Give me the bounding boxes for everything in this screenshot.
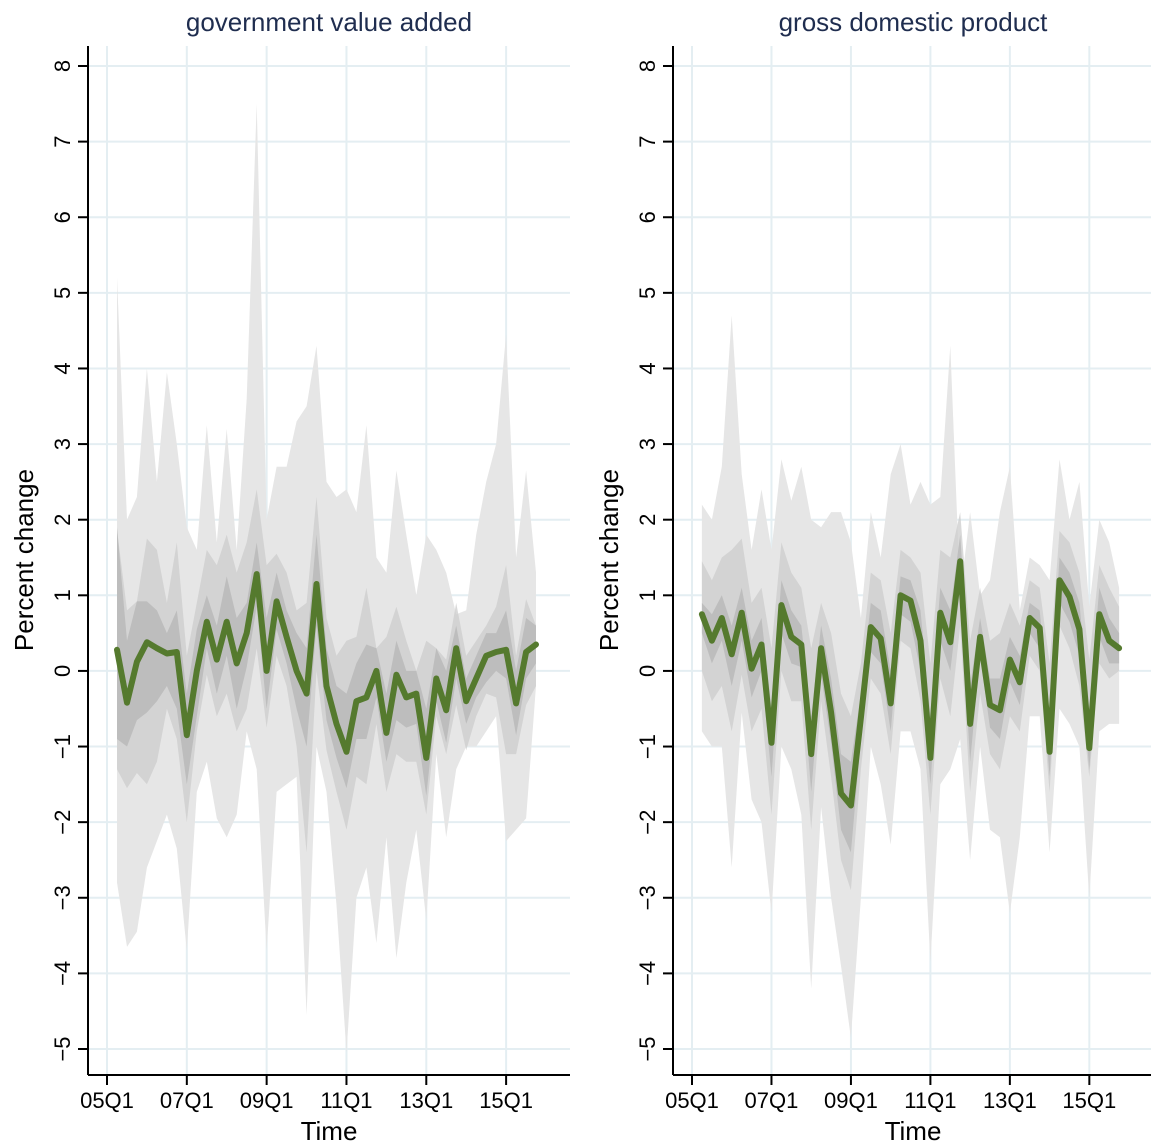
x-tick-label: 09Q1 (824, 1088, 878, 1113)
y-tick-label: 0 (635, 665, 660, 677)
panel-government-value-added: −5 −4 −3 −2 −1 0 1 2 3 4 5 6 7 8 05Q1 07Q1 09Q1 11Q1 13Q1 1… (9, 7, 570, 1146)
panel-title: government value added (186, 7, 472, 37)
y-tick-label: −1 (635, 734, 660, 759)
x-tick-label: 07Q1 (745, 1088, 799, 1113)
y-tick-label: 1 (635, 589, 660, 601)
y-tick-label: 1 (50, 589, 75, 601)
x-tick-label: 09Q1 (240, 1088, 294, 1113)
median-line (114, 571, 539, 761)
y-tick-label: −2 (635, 810, 660, 835)
x-axis-title: Time (885, 1116, 942, 1146)
outer-interval-band (117, 103, 536, 1053)
y-tick-label: 2 (50, 514, 75, 526)
x-tick-label: 05Q1 (665, 1088, 719, 1113)
y-tick-label: 5 (635, 287, 660, 299)
y-tick-label: 4 (50, 362, 75, 374)
y-tick-label: 5 (50, 287, 75, 299)
y-tick-label: −5 (50, 1036, 75, 1061)
y-tick-label: 7 (50, 135, 75, 147)
y-tick-label: −3 (635, 885, 660, 910)
y-tick-label: 2 (635, 514, 660, 526)
y-tick-label: −4 (50, 961, 75, 986)
y-tick-label: −1 (50, 734, 75, 759)
y-tick-label: 8 (50, 60, 75, 72)
y-tick-label: −2 (50, 810, 75, 835)
y-tick-label: −3 (50, 885, 75, 910)
x-tick-label: 11Q1 (904, 1088, 956, 1113)
x-tick-label: 11Q1 (320, 1088, 372, 1113)
x-axis-title: Time (301, 1116, 358, 1146)
y-tick-label: 4 (635, 362, 660, 374)
y-axis-title: Percent change (594, 469, 624, 651)
x-tick-label: 15Q1 (1062, 1088, 1116, 1113)
x-tick-label: 13Q1 (399, 1088, 453, 1113)
y-tick-label: 8 (635, 60, 660, 72)
y-axis-title: Percent change (9, 469, 39, 651)
y-tick-label: 6 (50, 211, 75, 223)
median-line (698, 558, 1123, 809)
y-tick-label: 0 (50, 665, 75, 677)
x-tick-label: 07Q1 (160, 1088, 214, 1113)
panel-title: gross domestic product (779, 7, 1049, 37)
y-tick-label: −5 (635, 1036, 660, 1061)
x-tick-label: 15Q1 (479, 1088, 533, 1113)
plot-layer: −5 −4 −3 −2 −1 0 1 2 3 4 5 6 7 8 05Q1 07Q1 09Q1 11Q1 13Q1 1… (50, 46, 570, 1113)
outer-interval-band (701, 315, 1120, 1038)
panel-gross-domestic-product: −5 −4 −3 −2 −1 0 1 2 3 4 5 6 7 8 05Q1 07Q1 09Q1 11Q1 13Q1 1… (594, 7, 1151, 1146)
y-tick-label: 6 (635, 211, 660, 223)
x-tick-label: 05Q1 (80, 1088, 134, 1113)
y-tick-label: 3 (50, 438, 75, 450)
y-tick-label: 7 (635, 135, 660, 147)
x-tick-label: 13Q1 (983, 1088, 1037, 1113)
plot-layer: −5 −4 −3 −2 −1 0 1 2 3 4 5 6 7 8 05Q1 07Q1 09Q1 11Q1 13Q1 1… (635, 46, 1151, 1113)
y-tick-label: −4 (635, 961, 660, 986)
y-tick-label: 3 (635, 438, 660, 450)
